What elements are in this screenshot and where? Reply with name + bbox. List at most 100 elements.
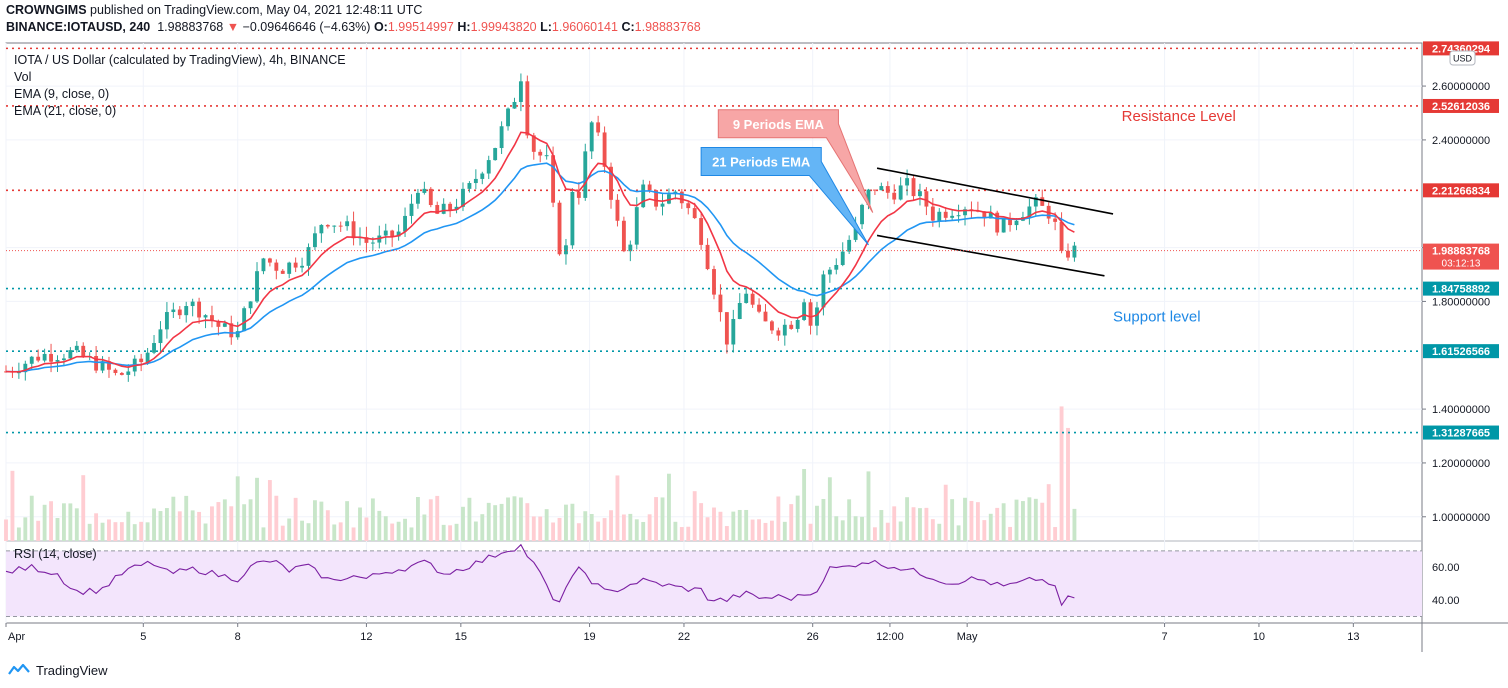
volume-bar [647, 514, 652, 541]
price-tick-label: 2.60000000 [1432, 81, 1490, 93]
time-tick-label: 10 [1253, 631, 1265, 643]
volume-bar [673, 521, 678, 541]
candle-body [396, 231, 401, 237]
volume-bar [94, 513, 99, 541]
candle-body [782, 324, 787, 336]
ema-callouts[interactable]: 9 Periods EMA 21 Periods EMA [700, 109, 874, 246]
candle-body [557, 202, 562, 255]
grid-lines [5, 43, 1422, 623]
candle-body [641, 184, 646, 208]
candle-body [113, 369, 118, 373]
time-tick-label: 12 [360, 631, 372, 643]
axis-price-badges: 2.74360294 2.52612036 2.21266834 1.84758892… [1423, 41, 1499, 440]
candle-body [576, 191, 581, 198]
low-value: 1.96060141 [551, 20, 618, 34]
price-axis[interactable]: 1.00000000 1.20000000 1.40000000 1.80000000… [1422, 81, 1490, 524]
candle-body [229, 323, 234, 338]
candle-body [100, 361, 105, 371]
volume-bar [222, 499, 227, 541]
time-tick-label: 5 [140, 631, 146, 643]
candle-body [473, 178, 478, 184]
volume-bar [512, 496, 517, 541]
candle-body [332, 225, 337, 227]
volume-bar [267, 480, 272, 541]
volume-bar [531, 516, 536, 541]
volume-bar [827, 477, 832, 541]
volume-bar [1053, 527, 1058, 541]
trendlines[interactable] [876, 167, 1114, 277]
volume-bar [918, 508, 922, 541]
candle-body [306, 247, 311, 266]
volume-bar [686, 526, 691, 541]
candle-body [293, 262, 298, 268]
volume-bar [293, 497, 298, 541]
volume-bar [23, 517, 28, 541]
volume-bar [313, 500, 317, 541]
volume-bar [29, 495, 34, 541]
volume-bar [885, 522, 890, 541]
candle-body [853, 224, 858, 240]
rsi-axis[interactable]: 40.00 60.00 [1432, 562, 1460, 607]
price-badge-countdown: 03:12:13 [1442, 259, 1481, 270]
rsi-band-lines [6, 550, 1422, 617]
time-axis[interactable]: Apr 5 8 12 15 19 22 26 12:00 May 7 10 13 [5, 623, 1359, 643]
candle-body [789, 324, 794, 329]
volume-bar [107, 519, 111, 541]
level-annotation: Support level [1113, 309, 1201, 326]
candle-body [441, 203, 446, 214]
volume-bar [763, 522, 768, 541]
candle-body [1008, 218, 1013, 226]
volume-bar [789, 504, 794, 541]
volume-bar [113, 522, 118, 541]
candle-body [255, 271, 259, 302]
price-badge-label: 1.84758892 [1432, 284, 1490, 296]
volume-bar [422, 514, 427, 541]
ema-callout-label: 9 Periods EMA [733, 117, 825, 132]
volume-bar [325, 510, 330, 541]
candle-body [222, 323, 227, 327]
candle-body [827, 269, 832, 275]
volume-bar [338, 522, 343, 541]
legend-ema21: EMA (21, close, 0) [14, 104, 117, 118]
volume-bar [892, 506, 897, 541]
volume-bar [712, 507, 716, 541]
volume-bar [396, 521, 401, 541]
candle-body [16, 372, 21, 374]
volume-bar [383, 516, 388, 541]
candle-body [139, 358, 144, 363]
volume-bar [969, 500, 974, 541]
candle-body [280, 270, 285, 274]
candle-body [744, 293, 749, 303]
candle-body [493, 148, 498, 161]
chart-header: CROWNGIMS published on TradingView.com, … [6, 2, 1006, 36]
candle-body [866, 189, 871, 205]
volume-bar [602, 518, 607, 541]
volume-bar [525, 503, 530, 541]
volume-bar [905, 497, 910, 541]
volume-bar [248, 499, 253, 541]
volume-bar [551, 522, 556, 541]
candle-body [467, 183, 472, 189]
channel-trendline [876, 167, 1114, 215]
low-label: L: [540, 20, 552, 34]
volume-bar [351, 527, 356, 541]
volume-bar [171, 496, 176, 541]
price-badge-label: 1.61526566 [1432, 346, 1490, 358]
candle-body [995, 212, 1000, 233]
volume-bar [132, 524, 137, 541]
volume-bar [576, 523, 581, 541]
volume-bar [480, 514, 485, 541]
price-badge-label: 1.31287665 [1432, 428, 1490, 440]
volume-bar [898, 521, 903, 541]
volume-bar [963, 497, 967, 541]
price-badge-label: 2.52612036 [1432, 101, 1490, 113]
candle-body [184, 306, 189, 316]
volume-bar [776, 496, 781, 541]
candle-body [905, 178, 910, 186]
candle-body [345, 221, 350, 227]
candle-body [609, 166, 613, 200]
candle-body [261, 258, 266, 272]
candle-body [769, 321, 774, 331]
currency-badge[interactable]: USD [1449, 50, 1476, 66]
